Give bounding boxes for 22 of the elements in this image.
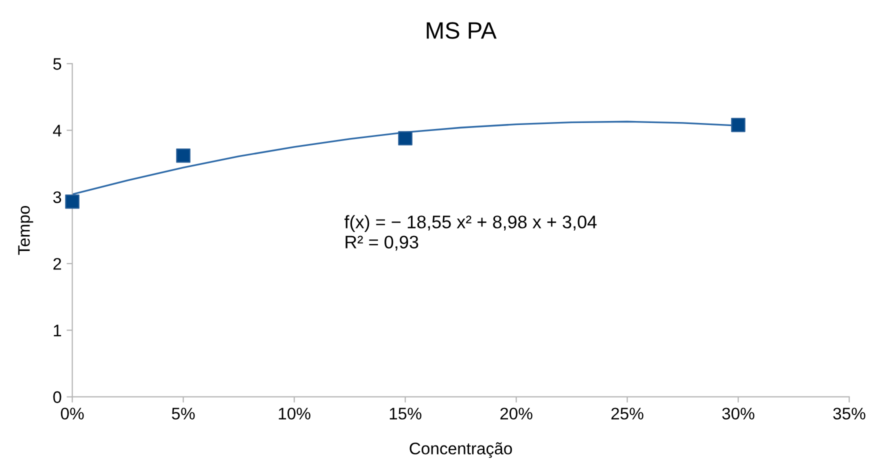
x-tick-label: 10%	[278, 408, 310, 420]
x-tick-label: 5%	[172, 408, 195, 420]
x-tick-label: 20%	[500, 408, 532, 420]
y-tick-label: 5	[53, 58, 62, 70]
chart-title: MS PA	[426, 22, 497, 39]
x-tick-label: 35%	[833, 408, 866, 420]
y-tick-label: 3	[53, 191, 62, 204]
annotation: f(x) = − 18,55 x² + 8,98 x + 3,04 R² = 0,93	[344, 215, 597, 251]
y-tick-label: 1	[54, 324, 62, 336]
point	[176, 148, 190, 163]
y-tick-label: 0	[53, 391, 62, 404]
x-tick-label: 0%	[60, 408, 84, 420]
point	[65, 194, 80, 209]
y-axis-title: Tempo	[18, 206, 34, 255]
y-tick-label: 4	[52, 124, 62, 136]
x-axis-title: Concentração	[410, 442, 512, 458]
y-tick-label: 2	[53, 258, 62, 270]
point	[398, 131, 412, 146]
x-tick-label: 30%	[722, 408, 754, 420]
x-tick-label: 25%	[611, 408, 644, 420]
x-tick-label: 15%	[390, 408, 422, 420]
point	[731, 118, 746, 132]
